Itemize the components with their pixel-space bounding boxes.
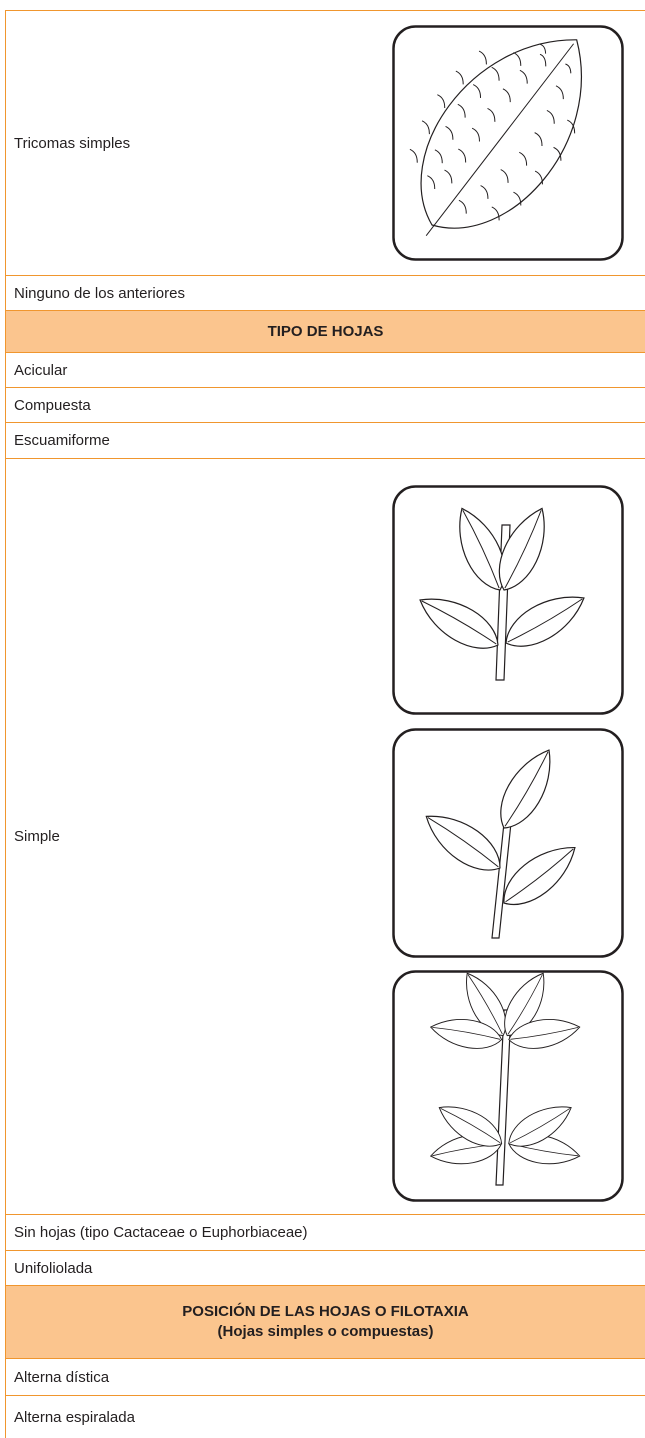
row-label: Sin hojas (tipo Cactaceae o Euphorbiacea…: [14, 1224, 308, 1241]
row-label: Compuesta: [14, 396, 91, 414]
table-row: Tricomas simples: [5, 10, 645, 275]
row-label: Alterna dística: [14, 1368, 110, 1386]
section-header: POSICIÓN DE LAS HOJAS O FILOTAXIA (Hojas …: [5, 1285, 645, 1358]
opposite-leaves-illustration: [392, 485, 624, 715]
alternate-leaves-illustration: [392, 728, 624, 958]
row-label: Unifoliolada: [14, 1259, 93, 1277]
section-header: TIPO DE HOJAS: [5, 310, 645, 352]
table-row: Acicular: [5, 352, 645, 387]
trichome-illustration: [392, 25, 624, 261]
table-row: Escuamiforme: [5, 422, 645, 458]
row-label: Escuamiforme: [14, 432, 110, 449]
row-label: Ninguno de los anteriores: [14, 284, 185, 302]
row-label: Alterna espiralada: [14, 1408, 135, 1426]
table-row: Simple: [5, 458, 645, 1214]
table-row: Unifoliolada: [5, 1250, 645, 1285]
whorled-leaves-illustration: [392, 970, 624, 1202]
row-label: Simple: [14, 828, 60, 845]
table-row: Compuesta: [5, 387, 645, 422]
header-text: POSICIÓN DE LAS HOJAS O FILOTAXIA: [182, 1303, 469, 1320]
table-row: Sin hojas (tipo Cactaceae o Euphorbiacea…: [5, 1214, 645, 1250]
row-label: Acicular: [14, 361, 68, 379]
header-text: (Hojas simples o compuestas): [217, 1323, 434, 1340]
header-text: TIPO DE HOJAS: [267, 322, 384, 340]
table-row: Ninguno de los anteriores: [5, 275, 645, 310]
row-label: Tricomas simples: [14, 134, 131, 152]
table-row: Alterna espiralada: [5, 1395, 645, 1438]
table-row: Alterna dística: [5, 1358, 645, 1395]
